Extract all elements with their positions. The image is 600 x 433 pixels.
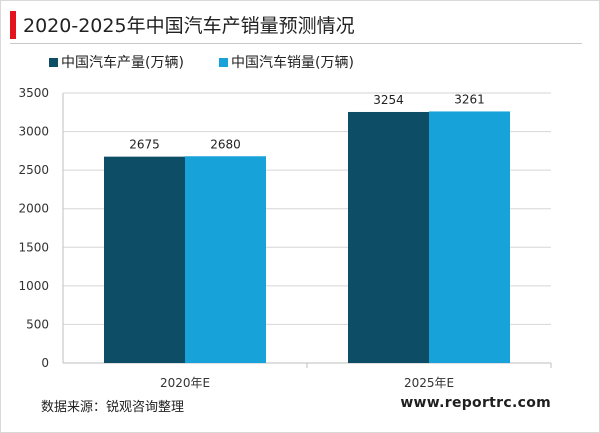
y-tick-label: 3000 <box>18 125 49 139</box>
title-divider <box>10 43 582 44</box>
source-note: 数据来源：锐观咨询整理 <box>41 400 185 415</box>
y-tick-label: 1500 <box>18 240 49 254</box>
bar-production-2 <box>348 111 429 363</box>
x-tick-label: 2025年E <box>404 376 454 390</box>
legend: 中国汽车产量(万辆) 中国汽车销量(万辆) <box>49 54 354 71</box>
title-bar: 2020-2025年中国汽车产销量预测情况 <box>1 1 599 45</box>
bar-sales-2 <box>429 111 510 364</box>
bars <box>104 111 510 364</box>
y-tick-label: 500 <box>26 317 49 331</box>
legend-label-2: 中国汽车销量(万辆) <box>231 54 354 71</box>
website-label: www.reportrc.com <box>400 395 551 411</box>
legend-label-1: 中国汽车产量(万辆) <box>61 54 184 71</box>
bar-sales-1 <box>185 156 266 363</box>
data-labels: 2675 2680 3254 3261 <box>129 92 485 151</box>
data-label: 2675 <box>129 138 160 152</box>
y-tick-label: 2500 <box>18 163 49 177</box>
bar-production-1 <box>104 156 185 363</box>
x-axis: 2020年E 2025年E <box>160 363 552 390</box>
y-tick-label: 2000 <box>18 202 49 216</box>
bar-chart: 中国汽车产量(万辆) 中国汽车销量(万辆) 0 500 1000 1500 2000 250… <box>18 54 552 390</box>
title-accent-bar <box>10 11 16 39</box>
y-tick-label: 1000 <box>18 279 49 293</box>
legend-swatch-1 <box>49 58 58 67</box>
x-tick-label: 2020年E <box>160 376 210 390</box>
y-tick-label: 3500 <box>18 86 49 100</box>
y-tick-label: 0 <box>41 356 49 370</box>
data-label: 3254 <box>373 93 404 107</box>
chart-title: 2020-2025年中国汽车产销量预测情况 <box>23 15 355 37</box>
data-label: 3261 <box>454 92 485 106</box>
legend-swatch-2 <box>219 58 228 67</box>
data-label: 2680 <box>210 137 241 151</box>
y-axis: 0 500 1000 1500 2000 2500 3000 3500 <box>18 86 551 370</box>
